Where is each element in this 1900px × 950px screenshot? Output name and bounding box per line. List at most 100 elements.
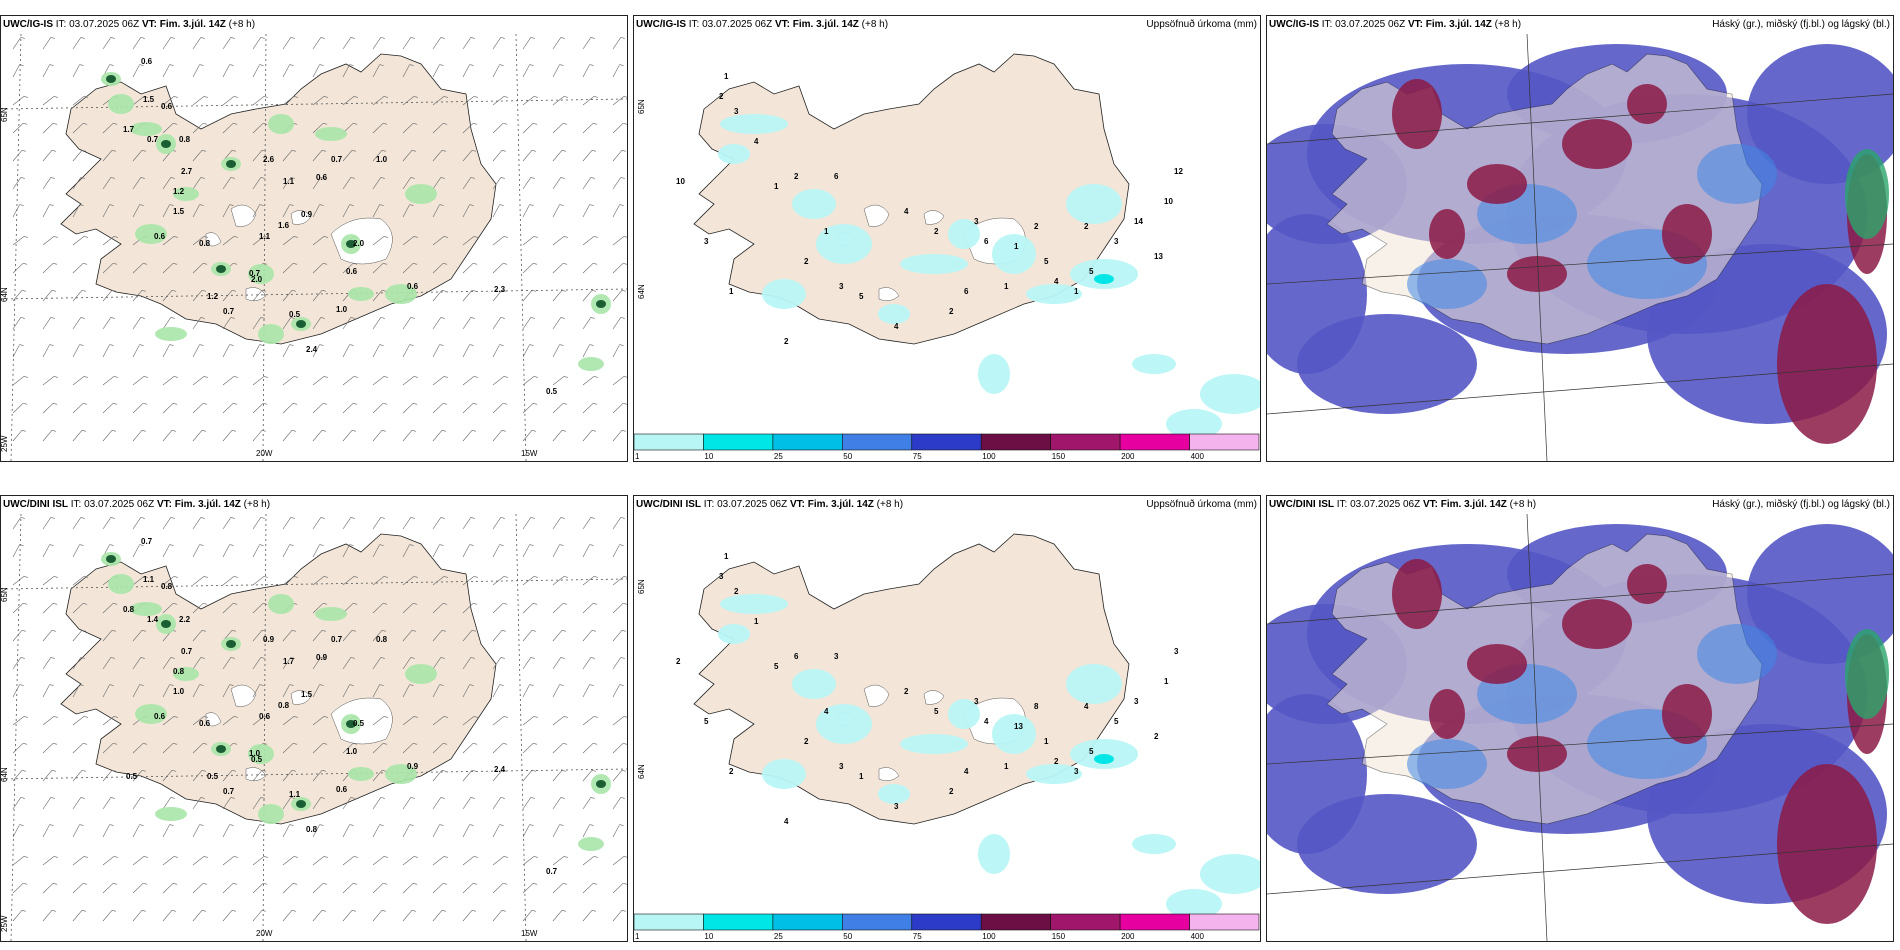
- wind-barb: [612, 824, 620, 838]
- wind-barb: [132, 684, 140, 698]
- accum-value-label: 2: [1054, 757, 1059, 766]
- wind-barb-flag: [169, 344, 174, 346]
- precip-value-label: 1.4: [147, 615, 159, 624]
- accum-value-label: 3: [834, 652, 839, 661]
- wind-barb-flag: [19, 64, 24, 66]
- accum-value-label: 2: [949, 787, 954, 796]
- wind-barb-flag: [593, 376, 599, 378]
- wind-barb: [432, 684, 440, 698]
- wind-barb-flag: [469, 824, 474, 826]
- wind-barb-flag: [410, 37, 415, 39]
- high-cloud-area: [1562, 119, 1632, 169]
- precip-value-label: 2.4: [306, 345, 318, 354]
- wind-barb: [492, 883, 504, 894]
- wind-barb: [312, 684, 320, 698]
- precip-value-label: 0.8: [306, 825, 318, 834]
- precip-area: [578, 357, 604, 371]
- wind-barb: [462, 770, 473, 782]
- wind-barb: [12, 344, 20, 358]
- wind-barb: [582, 824, 590, 838]
- precip-value-label: 0.6: [161, 102, 173, 111]
- wind-barb: [312, 517, 322, 530]
- wind-barb: [42, 576, 55, 586]
- wind-barb: [582, 344, 590, 358]
- wind-barb: [102, 910, 113, 922]
- wind-barb-flag: [23, 376, 29, 378]
- wind-barb: [282, 684, 290, 698]
- panel-accum-dini: UWC/DINI ISL IT: 03.07.2025 06Z VT: Fim.…: [633, 495, 1261, 942]
- wind-barb: [252, 177, 262, 190]
- wind-barb-flag: [261, 290, 267, 292]
- wind-barb-flag: [169, 544, 174, 546]
- wind-barb: [432, 856, 445, 866]
- wind-barb-flag: [529, 824, 534, 826]
- wind-barb-flag: [203, 743, 208, 745]
- wind-barb: [42, 517, 52, 530]
- precip-value-label: 0.5: [126, 772, 138, 781]
- wind-barb: [312, 544, 320, 558]
- wind-barb-flag: [620, 657, 625, 659]
- precip-value-label: 1.1: [143, 575, 155, 584]
- wind-barb-flag: [559, 64, 564, 66]
- wind-barb-flag: [530, 37, 535, 39]
- wind-barb-flag: [260, 37, 265, 39]
- precip-value-label: 0.5: [546, 387, 558, 396]
- wind-barb: [222, 96, 235, 106]
- colorbar-tick-label: 75: [913, 932, 922, 941]
- wind-barb-flag: [473, 123, 478, 125]
- forecast-offset: (+8 h): [861, 19, 889, 30]
- wind-barb: [492, 684, 500, 698]
- colorbar-tick-label: 1: [635, 932, 640, 941]
- wind-barb: [492, 177, 502, 190]
- precip-value-label: 0.7: [223, 787, 235, 796]
- wind-barb: [312, 64, 320, 78]
- wind-barb-flag: [410, 517, 415, 519]
- wind-barb: [42, 344, 50, 358]
- wind-barb-flag: [351, 630, 357, 632]
- wind-barb-flag: [140, 517, 145, 519]
- map-canvas: 0.71.10.80.81.4 2.20.70.81.00.60.91.7 0.90…: [1, 514, 627, 941]
- wind-barb: [522, 290, 533, 302]
- wind-barb: [252, 883, 264, 894]
- wind-barb-flag: [560, 517, 565, 519]
- accum-value-label: 3: [974, 697, 979, 706]
- accum-value-label: 5: [1089, 267, 1094, 276]
- accum-area: [1166, 409, 1222, 439]
- wind-barb-flag: [529, 684, 534, 686]
- wind-barb-flag: [350, 797, 355, 799]
- wind-barb-flag: [531, 630, 537, 632]
- precip-value-label: 0.8: [376, 635, 388, 644]
- wind-barb-flag: [110, 657, 115, 659]
- wind-barb-flag: [563, 403, 568, 405]
- wind-barb: [552, 517, 562, 530]
- wind-barb-flag: [529, 204, 534, 206]
- wind-barb: [282, 236, 295, 246]
- wind-barb-flag: [51, 630, 57, 632]
- wind-barb-flag: [529, 64, 534, 66]
- wind-barb: [552, 657, 562, 670]
- lat-label: 64N: [637, 764, 646, 779]
- wind-barb: [432, 797, 442, 810]
- wind-barb-flag: [499, 544, 504, 546]
- precip-value-label: 2.0: [353, 239, 365, 248]
- precip-value-label: 0.5: [353, 719, 365, 728]
- wind-barb: [72, 204, 80, 218]
- accum-value-label: 3: [894, 802, 899, 811]
- graticule-line: [1267, 573, 1893, 625]
- wind-barb: [192, 657, 202, 670]
- precip-value-label: 0.7: [181, 647, 193, 656]
- wind-barb: [162, 290, 173, 302]
- panel-accum-igis: UWC/IG-IS IT: 03.07.2025 06Z VT: Fim. 3.…: [633, 15, 1261, 462]
- wind-barb: [612, 910, 623, 922]
- precip-value-label: 1.5: [301, 690, 313, 699]
- wind-barb: [282, 630, 293, 642]
- wind-barb-flag: [593, 96, 599, 98]
- wind-barb: [222, 797, 232, 810]
- wind-barb-flag: [80, 657, 85, 659]
- colorbar-tick-label: 100: [982, 932, 996, 941]
- wind-barb-flag: [293, 576, 299, 578]
- wind-barb-flag: [499, 204, 504, 206]
- wind-barb: [582, 376, 595, 386]
- accum-value-label: 4: [1054, 277, 1059, 286]
- wind-barb-flag: [383, 236, 389, 238]
